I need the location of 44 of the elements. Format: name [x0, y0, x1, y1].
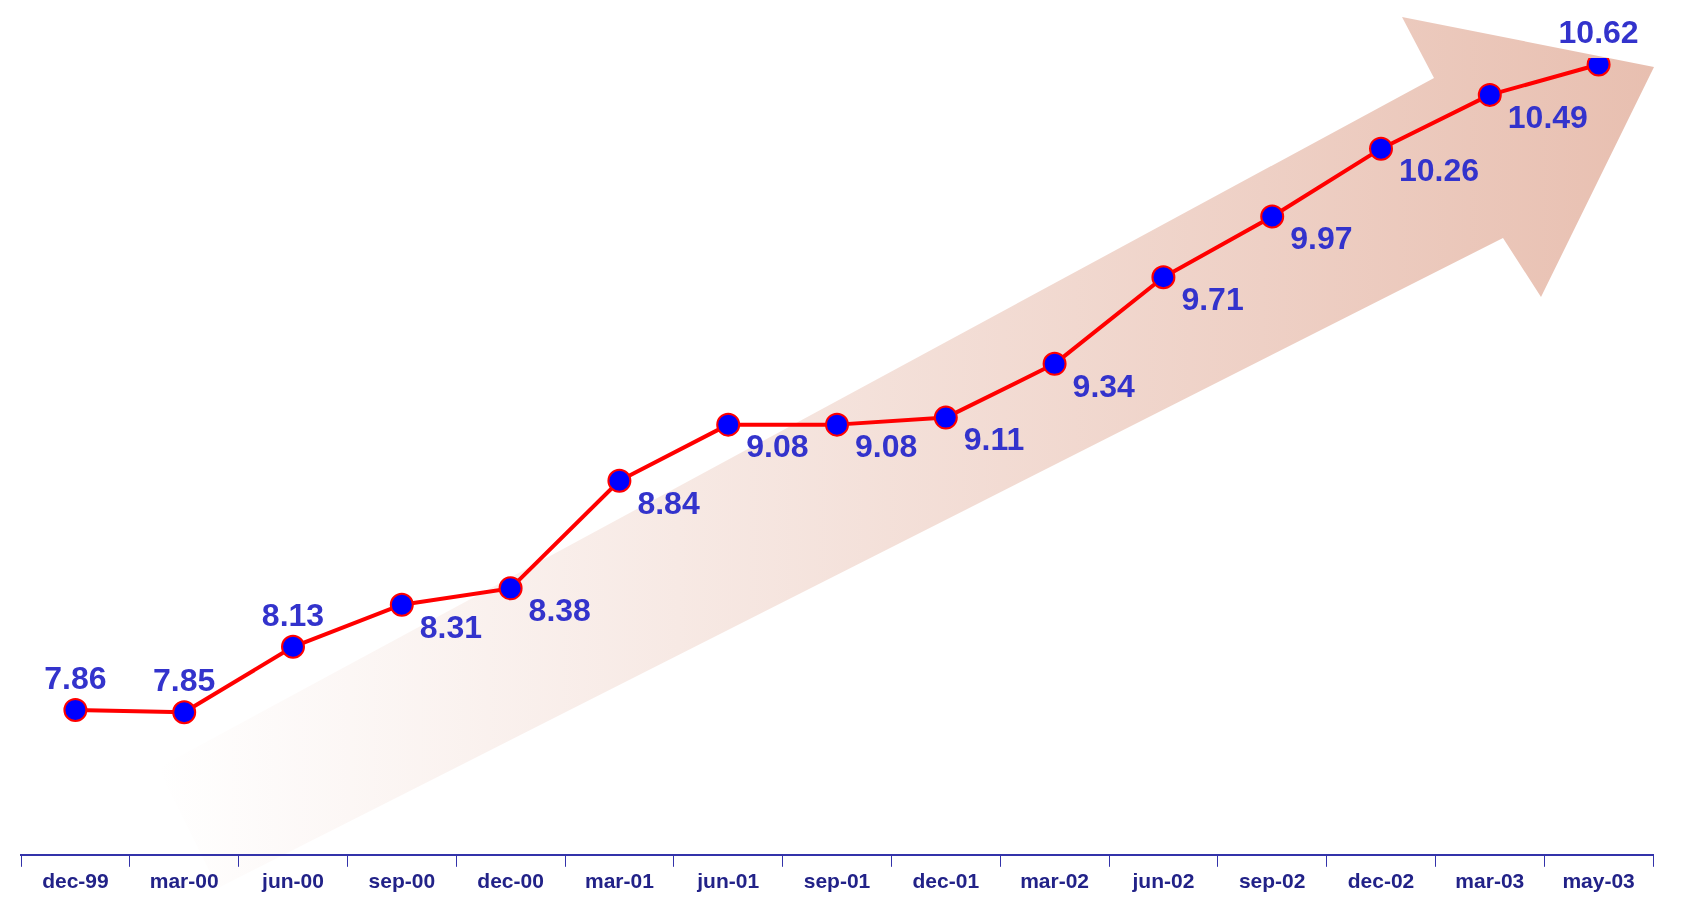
x-tick-label: sep-02 [1238, 869, 1306, 893]
point [933, 405, 958, 430]
data-label: 9.08 [855, 428, 918, 465]
data-label: 8.84 [637, 484, 700, 521]
data-label: 7.86 [44, 659, 107, 696]
point [825, 412, 849, 437]
x-tick-label: sep-00 [368, 869, 436, 893]
x-tick-label: jun-00 [261, 869, 324, 893]
x-tick-label: dec-00 [477, 869, 544, 893]
x-tick-label: mar-00 [149, 869, 219, 893]
data-label: 9.08 [746, 428, 809, 465]
data-label: 9.11 [963, 421, 1025, 458]
point [1042, 351, 1067, 376]
data-label: 10.62 [1558, 14, 1639, 51]
point [1477, 82, 1502, 107]
point [389, 592, 414, 617]
point [1369, 136, 1393, 161]
x-tick-label: may-03 [1562, 869, 1635, 893]
x-tick-label: jun-01 [696, 869, 760, 893]
x-tick-label: dec-02 [1347, 869, 1415, 893]
data-label: 10.26 [1399, 152, 1480, 189]
data-label: 9.97 [1290, 220, 1353, 257]
data-label: 10.49 [1507, 98, 1588, 135]
data-label: 9.34 [1072, 367, 1136, 404]
point [281, 634, 305, 659]
x-tick-label: jun-02 [1131, 869, 1195, 893]
point [607, 468, 632, 493]
data-label: 9.71 [1181, 281, 1244, 318]
point [63, 697, 88, 722]
x-tick-label: sep-01 [803, 869, 871, 893]
x-tick-label: dec-99 [42, 869, 109, 893]
data-label: 7.85 [153, 662, 216, 699]
data-label: 8.31 [419, 608, 483, 645]
point [1151, 265, 1176, 290]
x-tick-label: mar-02 [1020, 869, 1090, 893]
data-label: 8.13 [261, 596, 325, 633]
point [498, 576, 523, 601]
point [172, 700, 197, 725]
point [716, 412, 741, 437]
x-tick-label: dec-01 [912, 869, 980, 893]
point [1260, 204, 1285, 229]
data-label: 8.38 [528, 592, 591, 629]
x-tick-label: mar-01 [584, 869, 655, 893]
x-tick-label: mar-03 [1455, 869, 1525, 893]
